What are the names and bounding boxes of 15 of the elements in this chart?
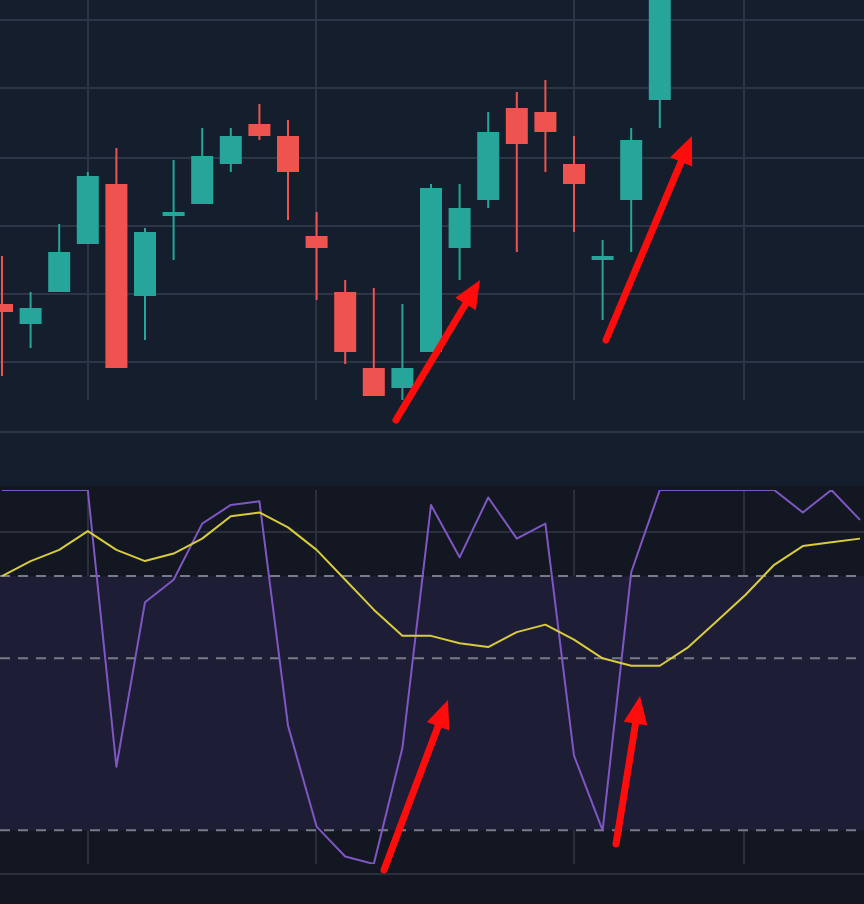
- candlestick: [448, 183, 471, 281]
- candlestick: [19, 291, 42, 349]
- candlestick: [505, 91, 528, 253]
- candlestick: [534, 79, 557, 173]
- candlestick: [591, 239, 614, 321]
- candlestick: [219, 127, 242, 173]
- candlestick: [563, 135, 585, 233]
- candlestick: [191, 127, 214, 205]
- candlestick: [248, 103, 271, 141]
- candlestick: [362, 287, 385, 397]
- candlestick: [162, 159, 185, 261]
- candlestick: [277, 119, 299, 221]
- candlestick: [305, 211, 328, 301]
- candlestick: [48, 223, 71, 293]
- candlestick: [391, 303, 414, 400]
